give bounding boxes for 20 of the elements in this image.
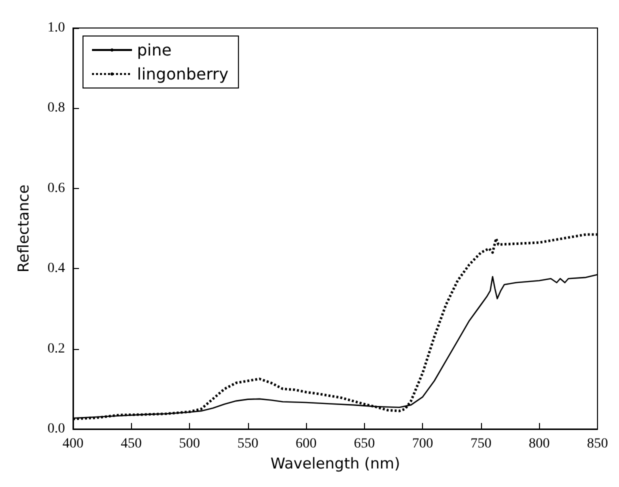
y-tick-label: 0.8 <box>48 100 65 116</box>
y-tick-label: 0.6 <box>48 180 65 196</box>
x-tick-label: 800 <box>528 436 550 452</box>
y-tick-label: 0.0 <box>48 422 65 436</box>
x-tick-label: 550 <box>237 436 258 452</box>
x-tick-label: 400 <box>62 436 84 452</box>
legend-label: pine <box>137 40 172 60</box>
x-tick-label: 650 <box>354 436 375 452</box>
x-tick-label: 600 <box>296 436 317 452</box>
x-tick-label: 700 <box>412 436 434 452</box>
y-tick-label: 0.4 <box>48 261 65 276</box>
x-tick-label: 450 <box>120 436 142 452</box>
x-axis-title: Wavelength (nm) <box>270 454 400 472</box>
x-tick-label: 750 <box>470 436 492 452</box>
y-axis-title: Reflectance <box>14 184 32 272</box>
x-tick-label: 850 <box>587 436 608 452</box>
y-tick-label: 1.0 <box>48 20 65 36</box>
x-tick-label: 500 <box>179 436 200 452</box>
legend-label: lingonberry <box>137 64 228 84</box>
y-tick-label: 0.2 <box>48 341 65 356</box>
